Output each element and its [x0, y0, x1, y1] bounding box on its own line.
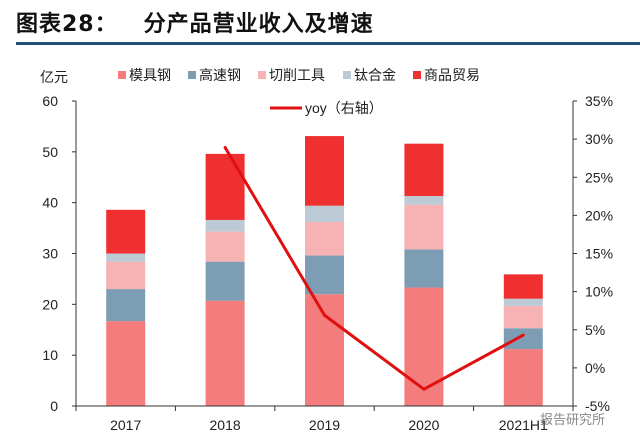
bar-segment-商品贸易: [305, 136, 344, 206]
x-tick-label: 2018: [210, 417, 241, 433]
watermark: 报告研究所: [540, 412, 605, 427]
y-tick-label: 30: [42, 246, 58, 262]
y2-tick-label: 25%: [585, 169, 613, 185]
x-tick-label: 2017: [110, 417, 141, 433]
bar-segment-模具钢: [503, 349, 543, 406]
bar-segment-切削工具: [404, 204, 444, 250]
legend-swatch-模具钢: [118, 71, 126, 79]
y2-tick-label: 15%: [585, 246, 613, 262]
y2-tick-label: 0%: [585, 360, 605, 376]
bar-segment-模具钢: [404, 287, 444, 406]
yoy-point: [223, 146, 227, 150]
y-tick-label: 10: [42, 347, 58, 363]
x-tick-label: 2019: [309, 417, 340, 433]
legend-label: yoy（右轴）: [305, 100, 383, 116]
legend-label: 切削工具: [269, 67, 325, 83]
bar-segment-商品贸易: [205, 153, 245, 220]
bar-segment-商品贸易: [503, 274, 543, 299]
y2-tick-label: 30%: [585, 131, 613, 147]
bar-segment-切削工具: [503, 305, 543, 329]
legend-label: 高速钢: [199, 67, 241, 83]
legend-label: 模具钢: [129, 67, 171, 83]
y2-tick-label: 10%: [585, 284, 613, 300]
legend-label: 商品贸易: [424, 67, 480, 83]
legend-swatch-切削工具: [258, 71, 266, 79]
y2-tick-label: 35%: [585, 93, 613, 109]
y2-tick-label: -5%: [585, 398, 610, 414]
chart-title: 图表28： 分产品营业收入及增速: [16, 6, 374, 38]
figure-label: 图表28：: [16, 12, 118, 37]
bar-segment-高速钢: [404, 249, 444, 288]
legend-swatch-商品贸易: [413, 71, 421, 79]
bar-segment-切削工具: [106, 261, 146, 290]
bar-segment-钛合金: [205, 219, 245, 232]
title-divider: [16, 42, 640, 45]
y-tick-label: 50: [42, 144, 58, 160]
bar-segment-钛合金: [404, 196, 444, 205]
bar-segment-商品贸易: [106, 209, 146, 254]
bar-segment-商品贸易: [404, 143, 444, 197]
y-tick-label: 0: [50, 398, 58, 414]
y-tick-label: 60: [42, 93, 58, 109]
bar-segment-钛合金: [503, 298, 543, 306]
y2-tick-label: 20%: [585, 207, 613, 223]
x-tick-label: 2020: [408, 417, 439, 433]
bar-segment-切削工具: [305, 221, 344, 256]
y-tick-label: 40: [42, 195, 58, 211]
bar-segment-切削工具: [205, 231, 245, 262]
bar-segment-模具钢: [305, 294, 344, 406]
yoy-point: [521, 333, 525, 337]
yoy-point: [323, 313, 326, 317]
legend-swatch-高速钢: [188, 71, 196, 79]
y2-tick-label: 5%: [585, 322, 605, 338]
bar-segment-高速钢: [305, 255, 344, 295]
yoy-line: [223, 146, 525, 391]
y-axis-label: 亿元: [40, 69, 68, 85]
y-tick-label: 20: [42, 296, 58, 312]
bar-segment-钛合金: [106, 253, 146, 262]
bar-segment-模具钢: [205, 300, 245, 406]
title-text: 分产品营业收入及增速: [143, 12, 374, 37]
yoy-point: [422, 387, 426, 391]
legend-swatch-钛合金: [343, 71, 351, 79]
bar-segment-模具钢: [106, 321, 146, 406]
x-tick-label: 2021H1: [499, 417, 548, 433]
legend-label: 钛合金: [354, 67, 396, 83]
bar-segment-高速钢: [205, 261, 245, 301]
bar-segment-钛合金: [305, 205, 344, 222]
bar-segment-高速钢: [503, 328, 543, 350]
bar-segment-高速钢: [106, 289, 146, 322]
